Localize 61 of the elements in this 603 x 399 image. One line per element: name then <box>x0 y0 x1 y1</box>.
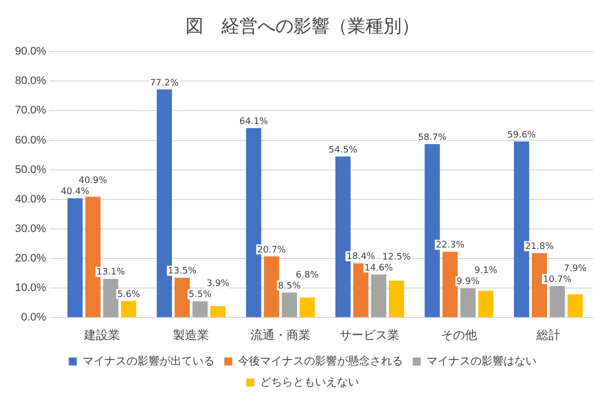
data-label: 59.6% <box>507 130 536 140</box>
data-label: 7.9% <box>564 264 588 274</box>
bar <box>174 278 190 318</box>
bar <box>371 274 386 318</box>
bar <box>210 306 226 318</box>
data-label: 54.5% <box>328 145 358 156</box>
data-label: 21.8% <box>525 242 554 252</box>
data-label: 77.2% <box>150 78 180 88</box>
data-label: 9.9% <box>456 277 480 288</box>
bar <box>478 290 494 318</box>
data-label: 18.4% <box>346 252 376 262</box>
y-tick-label: 80.0% <box>14 75 46 88</box>
data-label: 14.6% <box>364 263 394 274</box>
bar <box>103 278 118 318</box>
data-label: 8.5% <box>278 281 302 292</box>
y-tick-label: 90.0% <box>14 46 46 58</box>
bar <box>550 286 565 318</box>
data-label: 9.1% <box>474 266 498 276</box>
bar <box>442 252 458 318</box>
data-label: 13.5% <box>168 266 197 277</box>
bar <box>192 301 208 318</box>
bar <box>460 288 476 318</box>
y-tick-label: 0.0% <box>21 312 46 324</box>
bar <box>121 301 136 318</box>
bar <box>388 280 404 318</box>
y-tick-label: 50.0% <box>14 164 46 176</box>
x-tick-label: 建設業 <box>82 328 120 342</box>
data-label: 22.3% <box>436 240 465 251</box>
bar <box>568 294 583 318</box>
y-tick-label: 60.0% <box>14 134 46 146</box>
data-label: 12.5% <box>382 252 412 262</box>
bar <box>264 256 280 318</box>
x-tick-label: 流通・商業 <box>250 328 310 342</box>
data-label: 40.9% <box>78 176 108 186</box>
y-tick-label: 20.0% <box>14 252 46 265</box>
x-tick-label: 製造業 <box>173 328 210 342</box>
y-tick-label: 70.0% <box>14 104 46 117</box>
bar <box>282 292 297 318</box>
y-tick-label: 10.0% <box>14 282 46 294</box>
x-tick-label: サービス業 <box>340 328 400 342</box>
data-label: 3.9% <box>206 279 230 290</box>
legend-label: 今後マイナスの影響が懸念される <box>238 354 403 368</box>
legend-label: マイナスの影響が出ている <box>82 354 214 368</box>
legend-label: マイナスの影響はない <box>426 354 536 368</box>
data-label: 64.1% <box>239 116 268 127</box>
chart-title: 図 経営への影響（業種別） <box>186 16 420 36</box>
bar <box>67 198 83 318</box>
y-tick-label: 40.0% <box>14 193 46 206</box>
y-tick-label: 30.0% <box>14 222 46 235</box>
x-tick-label: その他 <box>441 328 478 342</box>
data-label: 10.7% <box>542 274 572 285</box>
legend-label: どちらともいえない <box>260 376 359 389</box>
x-tick-label: 総計 <box>535 328 560 342</box>
data-label: 5.5% <box>188 290 212 300</box>
data-label: 6.8% <box>296 270 320 280</box>
data-label: 13.1% <box>96 268 126 278</box>
data-label: 40.4% <box>60 187 90 198</box>
data-label: 20.7% <box>257 245 286 256</box>
data-label: 5.6% <box>117 290 141 300</box>
bar <box>300 298 315 318</box>
data-label: 58.7% <box>418 132 447 143</box>
